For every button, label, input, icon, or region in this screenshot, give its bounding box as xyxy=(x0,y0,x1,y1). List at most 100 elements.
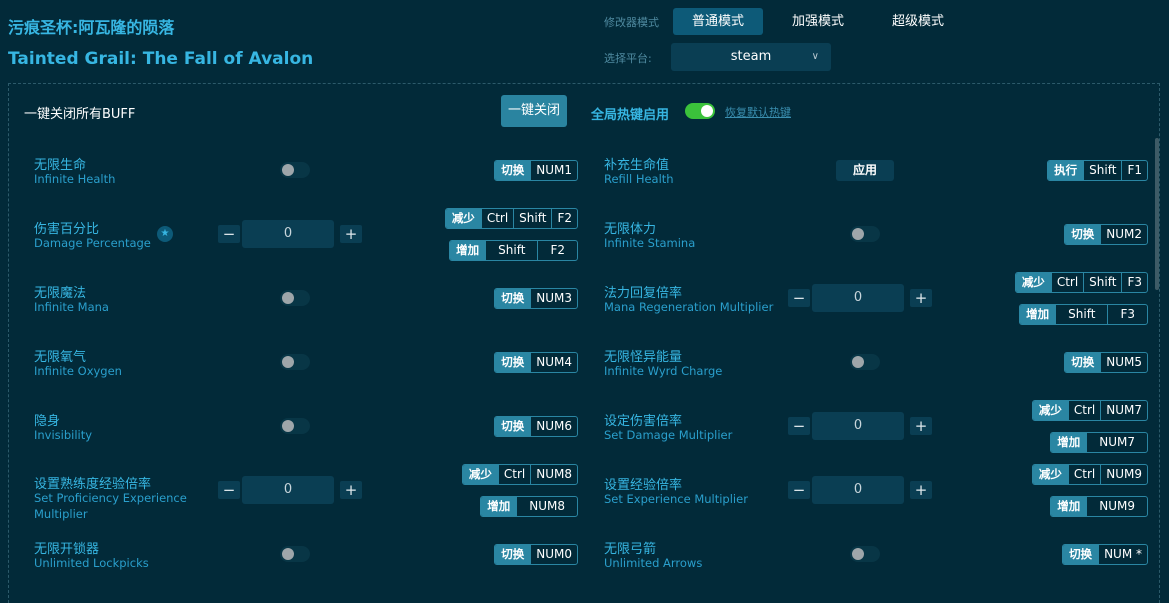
restore-default-hotkeys-link[interactable]: 恢复默认热键 xyxy=(725,106,791,119)
hotkey-action: 减少 xyxy=(445,209,481,228)
scrollbar[interactable] xyxy=(1155,138,1159,290)
mode-label: 修改器模式 xyxy=(604,16,659,29)
hotkey-key[interactable]: NUM4 xyxy=(530,353,577,372)
hotkey-action: 增加 xyxy=(450,241,486,260)
mode-super-button[interactable]: 超级模式 xyxy=(891,14,944,29)
left-item-name-en: Set Proficiency Experience Multiplier xyxy=(34,491,187,521)
hotkey-key[interactable]: NUM9 xyxy=(1086,497,1147,516)
increase-button[interactable]: + xyxy=(910,417,932,435)
feature-toggle[interactable] xyxy=(850,354,880,370)
increase-button[interactable]: + xyxy=(910,289,932,307)
value-input[interactable]: 0 xyxy=(242,220,334,248)
hotkey-key[interactable]: NUM1 xyxy=(530,161,577,180)
hotkey-key[interactable]: NUM3 xyxy=(530,289,577,308)
feature-toggle[interactable] xyxy=(280,354,310,370)
hotkey-key[interactable]: NUM9 xyxy=(1100,465,1147,484)
hotkey-badge[interactable]: 增加 Shift F2 xyxy=(449,240,578,261)
hotkey-action: 执行 xyxy=(1048,161,1084,180)
hotkey-key[interactable]: NUM6 xyxy=(530,417,577,436)
feature-toggle[interactable] xyxy=(280,418,310,434)
left-item-name-zh: 无限魔法 xyxy=(34,286,87,301)
left-item-name-en: Infinite Health xyxy=(34,172,116,186)
decrease-button[interactable]: − xyxy=(788,481,810,499)
hotkey-badge[interactable]: 增加 NUM7 xyxy=(1050,432,1148,453)
value-input[interactable]: 0 xyxy=(812,412,904,440)
hotkey-key[interactable]: F1 xyxy=(1121,161,1147,180)
hotkey-key[interactable]: NUM * xyxy=(1098,545,1147,564)
hotkey-badge[interactable]: 增加 NUM8 xyxy=(480,496,578,517)
chevron-down-icon: ∨ xyxy=(811,51,819,62)
hotkey-badge[interactable]: 减少 Ctrl Shift F2 xyxy=(444,208,578,229)
hotkey-key[interactable]: F2 xyxy=(537,241,577,260)
increase-button[interactable]: + xyxy=(340,225,362,243)
right-item-name-zh: 无限体力 xyxy=(604,222,657,237)
hotkey-action: 切换 xyxy=(495,417,531,436)
hotkey-badge[interactable]: 切换 NUM4 xyxy=(494,352,578,373)
hotkey-key[interactable]: NUM5 xyxy=(1100,353,1147,372)
right-item-name-en: Infinite Stamina xyxy=(604,236,696,250)
hotkey-badge[interactable]: 减少 Ctrl NUM8 xyxy=(461,464,578,485)
app-title-zh: 污痕圣杯:阿瓦隆的陨落 xyxy=(8,18,175,37)
decrease-button[interactable]: − xyxy=(788,289,810,307)
right-item-name-en: Infinite Wyrd Charge xyxy=(604,364,723,378)
hotkey-badge[interactable]: 切换 NUM3 xyxy=(494,288,578,309)
hotkey-key[interactable]: F3 xyxy=(1121,273,1147,292)
hotkey-key[interactable]: F3 xyxy=(1107,305,1147,324)
hotkey-key[interactable]: NUM0 xyxy=(530,545,577,564)
hotkey-key[interactable]: Shift xyxy=(1083,273,1121,292)
hotkey-key[interactable]: NUM7 xyxy=(1100,401,1147,420)
decrease-button[interactable]: − xyxy=(788,417,810,435)
hotkey-key[interactable]: Ctrl xyxy=(1050,273,1083,292)
feature-toggle[interactable] xyxy=(280,162,310,178)
hotkey-badge[interactable]: 切换 NUM0 xyxy=(494,544,578,565)
hotkey-key[interactable]: Shift xyxy=(1083,161,1121,180)
hotkey-key[interactable]: Shift xyxy=(485,241,537,260)
value-input[interactable]: 0 xyxy=(812,284,904,312)
hotkey-badge[interactable]: 切换 NUM2 xyxy=(1064,224,1148,245)
value-input[interactable]: 0 xyxy=(812,476,904,504)
hotkey-badge[interactable]: 减少 Ctrl NUM7 xyxy=(1031,400,1148,421)
mode-enhanced-button[interactable]: 加强模式 xyxy=(791,14,844,29)
hotkey-key[interactable]: NUM2 xyxy=(1100,225,1147,244)
hotkey-key[interactable]: NUM7 xyxy=(1086,433,1147,452)
hotkey-key[interactable]: Shift xyxy=(1055,305,1107,324)
hotkey-key[interactable]: Ctrl xyxy=(480,209,513,228)
close-all-button[interactable]: 一键关闭 xyxy=(501,95,567,127)
apply-button[interactable]: 应用 xyxy=(836,160,894,181)
hotkey-key[interactable]: F2 xyxy=(551,209,577,228)
platform-select[interactable]: steam ∨ xyxy=(671,43,831,71)
feature-toggle[interactable] xyxy=(280,290,310,306)
hotkey-key[interactable]: NUM8 xyxy=(530,465,577,484)
mode-normal-button[interactable]: 普通模式 xyxy=(673,8,763,35)
hotkey-action: 切换 xyxy=(495,161,531,180)
hotkey-action: 增加 xyxy=(1020,305,1056,324)
hotkey-badge[interactable]: 切换 NUM6 xyxy=(494,416,578,437)
hotkey-key[interactable]: Shift xyxy=(513,209,551,228)
left-item-name-zh: 无限氧气 xyxy=(34,350,87,365)
hotkey-badge[interactable]: 减少 Ctrl NUM9 xyxy=(1031,464,1148,485)
value-input[interactable]: 0 xyxy=(242,476,334,504)
right-item-name-zh: 无限弓箭 xyxy=(604,542,657,557)
hotkey-badge[interactable]: 切换 NUM5 xyxy=(1064,352,1148,373)
hotkey-badge[interactable]: 切换 NUM * xyxy=(1062,544,1148,565)
hotkey-badge[interactable]: 执行 Shift F1 xyxy=(1047,160,1148,181)
feature-toggle[interactable] xyxy=(850,546,880,562)
hotkey-badge[interactable]: 增加 NUM9 xyxy=(1050,496,1148,517)
decrease-button[interactable]: − xyxy=(218,225,240,243)
hotkey-key[interactable]: Ctrl xyxy=(1067,465,1100,484)
increase-button[interactable]: + xyxy=(340,481,362,499)
hotkey-key[interactable]: NUM8 xyxy=(516,497,577,516)
hotkey-badge[interactable]: 增加 Shift F3 xyxy=(1019,304,1148,325)
right-item-name-en: Set Experience Multiplier xyxy=(604,492,748,506)
hotkey-action: 增加 xyxy=(481,497,517,516)
feature-toggle[interactable] xyxy=(850,226,880,242)
hotkey-badge[interactable]: 切换 NUM1 xyxy=(494,160,578,181)
decrease-button[interactable]: − xyxy=(218,481,240,499)
feature-toggle[interactable] xyxy=(280,546,310,562)
global-hotkeys-toggle[interactable] xyxy=(685,103,715,119)
hotkey-key[interactable]: Ctrl xyxy=(1067,401,1100,420)
hotkey-badge[interactable]: 减少 Ctrl Shift F3 xyxy=(1014,272,1148,293)
right-item-name-zh: 设定伤害倍率 xyxy=(604,414,683,429)
increase-button[interactable]: + xyxy=(910,481,932,499)
hotkey-key[interactable]: Ctrl xyxy=(497,465,530,484)
